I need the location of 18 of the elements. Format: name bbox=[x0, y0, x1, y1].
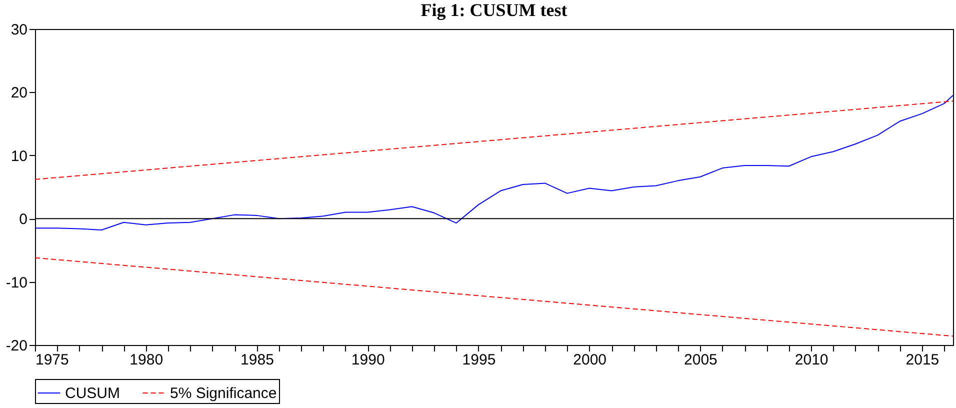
y-tick-label: -10 bbox=[6, 274, 28, 292]
y-tick-label: 10 bbox=[10, 148, 28, 165]
y-tick-label: -20 bbox=[6, 338, 28, 354]
legend-label: CUSUM bbox=[65, 385, 120, 402]
chart-title: Fig 1: CUSUM test bbox=[420, 0, 568, 20]
y-tick-label: 30 bbox=[10, 22, 28, 38]
x-tick-label: 1995 bbox=[462, 352, 496, 368]
y-tick-label: 20 bbox=[10, 84, 28, 102]
x-tick-label: 1975 bbox=[36, 352, 69, 368]
x-tick-label: 1990 bbox=[351, 352, 385, 368]
legend-label: 5% Significance bbox=[170, 385, 277, 402]
x-tick-label: 2010 bbox=[794, 352, 828, 368]
x-tick-label: 2015 bbox=[906, 352, 940, 368]
x-tick-label: 2000 bbox=[573, 352, 607, 368]
x-tick-label: 2005 bbox=[684, 352, 718, 368]
y-tick-label: 0 bbox=[19, 211, 28, 228]
x-tick-label: 1980 bbox=[130, 352, 164, 368]
x-tick-label: 1985 bbox=[240, 352, 274, 368]
